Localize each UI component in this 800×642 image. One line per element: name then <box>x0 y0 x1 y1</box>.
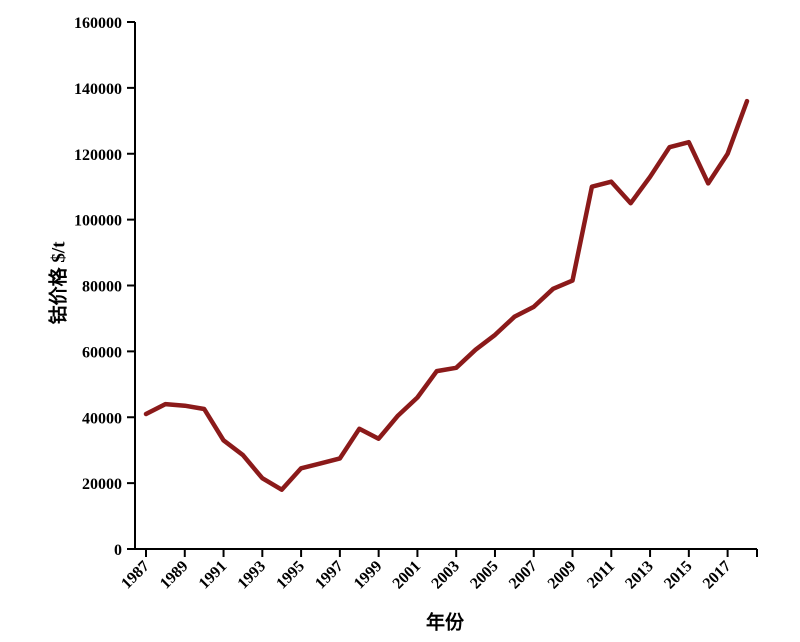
y-tick-label: 80000 <box>82 279 122 296</box>
x-tick-label: 1997 <box>312 558 347 593</box>
x-tick-label: 2007 <box>506 558 541 593</box>
price-line <box>143 98 750 492</box>
x-tick-label: 2017 <box>700 558 735 593</box>
x-tick-label: 1991 <box>196 558 231 593</box>
x-tick-label: 2013 <box>622 558 657 593</box>
x-tick-label: 2003 <box>428 558 463 593</box>
y-tick-label: 40000 <box>82 410 122 427</box>
x-tick-label: 1987 <box>118 558 153 593</box>
y-axis-title: 钴价格 $/t <box>48 241 70 325</box>
x-tick-label: 2011 <box>584 558 618 592</box>
x-tick-label: 2009 <box>545 558 580 593</box>
x-tick-label: 2005 <box>467 558 502 593</box>
y-tick-label: 160000 <box>74 15 122 32</box>
y-tick-label: 0 <box>114 542 122 559</box>
y-tick-label: 20000 <box>82 476 122 493</box>
y-tick-label: 120000 <box>74 147 122 164</box>
x-tick-label: 1995 <box>273 558 308 593</box>
x-tick-label: 1993 <box>235 558 270 593</box>
y-tick-label: 100000 <box>74 213 122 230</box>
y-tick-label: 60000 <box>82 344 122 361</box>
x-tick-label: 1999 <box>351 558 386 593</box>
x-tick-label: 1989 <box>157 558 192 593</box>
x-tick-label: 2015 <box>661 558 696 593</box>
x-axis-title: 年份 <box>425 612 465 634</box>
x-tick-label: 2001 <box>390 558 425 593</box>
y-tick-label: 140000 <box>74 81 122 98</box>
